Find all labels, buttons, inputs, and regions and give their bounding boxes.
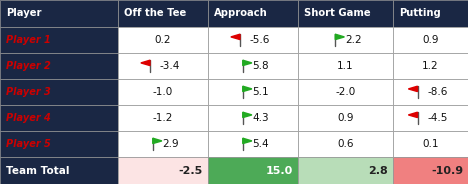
Bar (208, 79, 298, 105)
Text: Putting: Putting (399, 8, 441, 19)
Text: Player 2: Player 2 (6, 61, 51, 71)
Text: 0.2: 0.2 (155, 35, 171, 45)
Text: Player: Player (6, 8, 42, 19)
Text: 2.8: 2.8 (368, 165, 388, 176)
Bar (298, 131, 393, 157)
Text: -8.6: -8.6 (427, 87, 447, 97)
Text: 2.9: 2.9 (162, 139, 179, 149)
Text: -1.2: -1.2 (153, 113, 173, 123)
Text: Player 4: Player 4 (6, 113, 51, 123)
Text: Off the Tee: Off the Tee (124, 8, 186, 19)
Text: -1.0: -1.0 (153, 87, 173, 97)
Text: 5.8: 5.8 (252, 61, 269, 71)
Text: 15.0: 15.0 (266, 165, 293, 176)
Polygon shape (243, 86, 252, 92)
Bar (298, 53, 393, 79)
Bar (118, 27, 208, 53)
Bar (298, 105, 393, 131)
Bar (298, 0, 393, 27)
Text: 5.1: 5.1 (252, 87, 269, 97)
Bar (393, 27, 468, 53)
Polygon shape (231, 34, 240, 40)
Polygon shape (409, 86, 417, 92)
Bar (0, 131, 118, 157)
Text: 0.1: 0.1 (422, 139, 439, 149)
Bar (393, 79, 468, 105)
Bar (298, 157, 393, 184)
Polygon shape (243, 112, 252, 118)
Bar (208, 53, 298, 79)
Bar (393, 157, 468, 184)
Text: 2.2: 2.2 (345, 35, 361, 45)
Polygon shape (243, 138, 252, 144)
Text: Player 3: Player 3 (6, 87, 51, 97)
Text: 1.1: 1.1 (337, 61, 354, 71)
Bar (118, 53, 208, 79)
Polygon shape (243, 60, 252, 66)
Text: Player 1: Player 1 (6, 35, 51, 45)
Text: -4.5: -4.5 (427, 113, 447, 123)
Bar (118, 105, 208, 131)
Bar (0, 79, 118, 105)
Text: 0.9: 0.9 (337, 113, 354, 123)
Bar (298, 79, 393, 105)
Bar (0, 27, 118, 53)
Bar (0, 157, 118, 184)
Polygon shape (335, 34, 344, 40)
Bar (0, 53, 118, 79)
Text: Approach: Approach (214, 8, 268, 19)
Bar (208, 105, 298, 131)
Bar (118, 0, 208, 27)
Bar (298, 27, 393, 53)
Polygon shape (409, 112, 417, 118)
Bar (393, 131, 468, 157)
Bar (393, 105, 468, 131)
Bar (0, 105, 118, 131)
Polygon shape (153, 138, 162, 144)
Bar (0, 0, 118, 27)
Text: Player 5: Player 5 (6, 139, 51, 149)
Text: Short Game: Short Game (304, 8, 371, 19)
Bar (118, 79, 208, 105)
Bar (393, 53, 468, 79)
Text: 1.2: 1.2 (422, 61, 439, 71)
Bar (208, 0, 298, 27)
Text: 4.3: 4.3 (252, 113, 269, 123)
Bar (393, 0, 468, 27)
Text: 5.4: 5.4 (252, 139, 269, 149)
Bar (208, 131, 298, 157)
Text: -10.9: -10.9 (431, 165, 463, 176)
Text: -3.4: -3.4 (160, 61, 180, 71)
Bar (118, 157, 208, 184)
Text: -5.6: -5.6 (249, 35, 270, 45)
Bar (208, 27, 298, 53)
Bar (118, 131, 208, 157)
Bar (208, 157, 298, 184)
Text: -2.0: -2.0 (336, 87, 356, 97)
Text: -2.5: -2.5 (179, 165, 203, 176)
Text: Team Total: Team Total (6, 165, 70, 176)
Text: 0.9: 0.9 (422, 35, 439, 45)
Polygon shape (141, 60, 150, 66)
Text: 0.6: 0.6 (337, 139, 354, 149)
